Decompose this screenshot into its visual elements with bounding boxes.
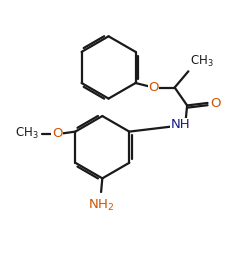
Text: O: O xyxy=(52,127,63,140)
Text: CH$_3$: CH$_3$ xyxy=(15,126,38,141)
Text: O: O xyxy=(210,97,220,111)
Text: NH: NH xyxy=(171,118,191,131)
Text: O: O xyxy=(148,81,159,94)
Text: CH$_3$: CH$_3$ xyxy=(190,54,213,69)
Text: NH$_2$: NH$_2$ xyxy=(88,198,114,213)
